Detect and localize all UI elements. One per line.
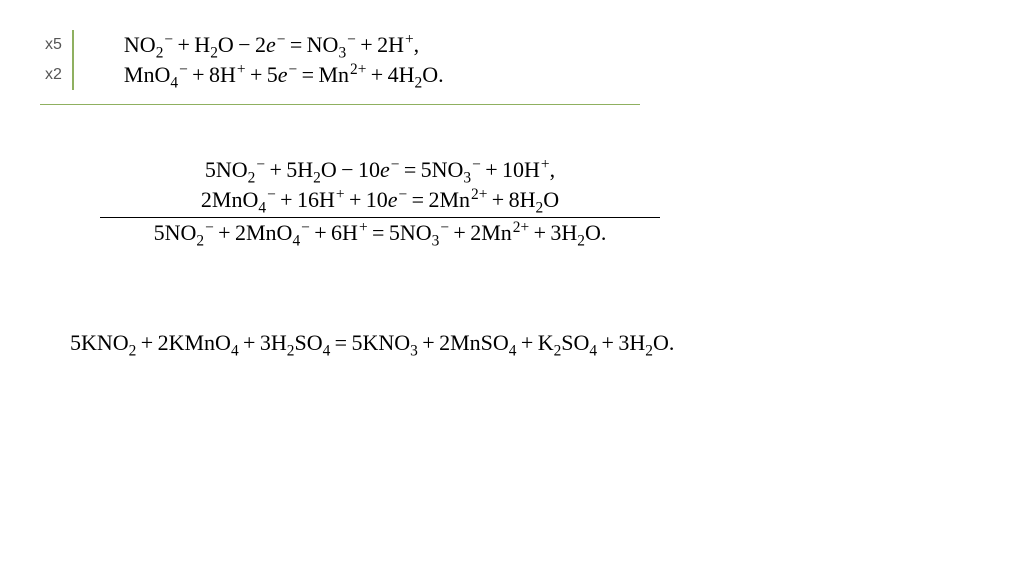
multiplier-2: x2	[45, 61, 62, 89]
net-ionic-eq: 5NO2− + 2MnO4− + 6H+ = 5NO3− + 2Mn2+ + 3…	[154, 218, 607, 248]
green-divider	[40, 104, 640, 105]
final-molecular-eq: 5KNO2 + 2KMnO4 + 3H2SO4 = 5KNO3 + 2MnSO4…	[70, 328, 1024, 358]
summed-eq-1: 5NO2− + 5H2O − 10e− = 5NO3− + 10H+,	[205, 155, 555, 185]
half-eq-2: MnO4− + 8H+ + 5e− = Mn2+ + 4H2O.	[124, 60, 444, 90]
half-equations: NO2− + H2O − 2e− = NO3− + 2H+, MnO4− + 8…	[74, 30, 444, 90]
equations-page: x5 x2 NO2− + H2O − 2e− = NO3− + 2H+, MnO…	[0, 30, 1024, 358]
multiplier-column: x5 x2	[45, 30, 74, 90]
half-eq-1: NO2− + H2O − 2e− = NO3− + 2H+,	[124, 30, 444, 60]
summed-block: 5NO2− + 5H2O − 10e− = 5NO3− + 10H+, 2MnO…	[100, 155, 660, 248]
summed-eq-2: 2MnO4− + 16H+ + 10e− = 2Mn2+ + 8H2O	[201, 185, 559, 215]
half-reaction-block: x5 x2 NO2− + H2O − 2e− = NO3− + 2H+, MnO…	[45, 30, 1024, 90]
multiplier-1: x5	[45, 31, 62, 59]
